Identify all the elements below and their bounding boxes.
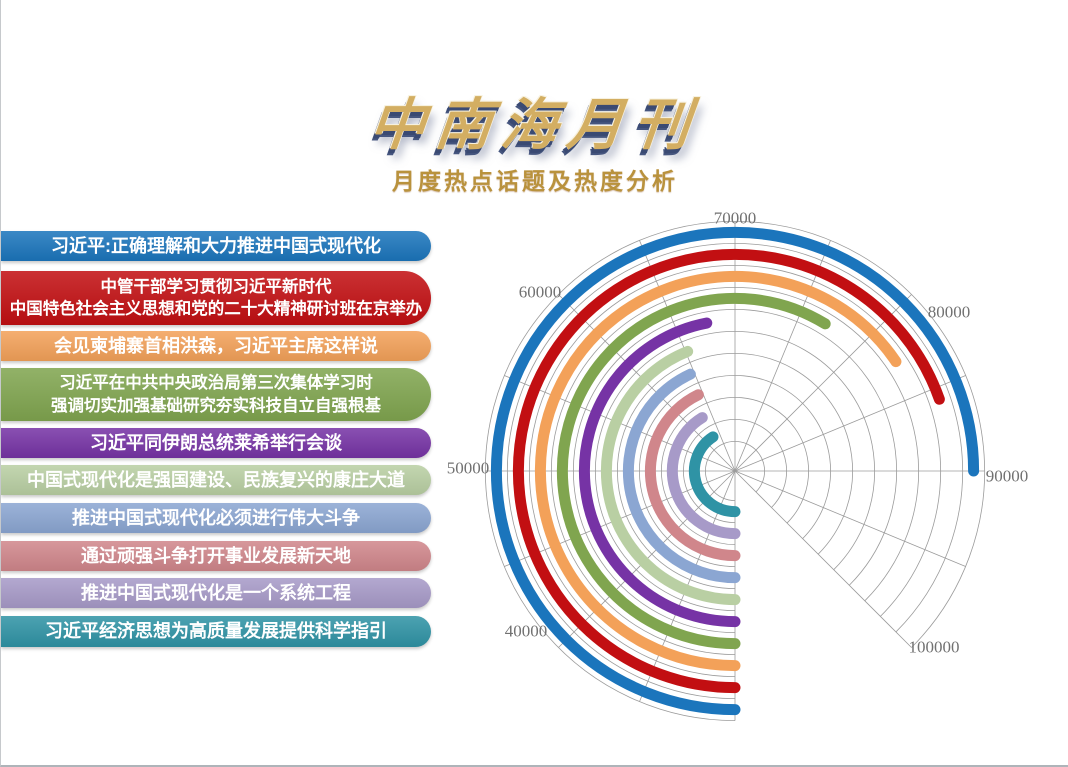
heat-arc — [490, 226, 980, 716]
topic-bar-label: 中国特色社会主义思想和党的二十大精神研讨班在京举办 — [9, 300, 423, 318]
topic-bar: 中国式现代化是强国建设、民族复兴的康庄大道 — [1, 465, 431, 495]
heat-arc — [534, 270, 902, 672]
grid-circle — [573, 309, 898, 633]
topic-bar-label: 强调切实加强基础研究夯实科技自立自强根基 — [51, 396, 381, 415]
grid-circle — [639, 375, 831, 567]
topic-bar-label: 习近平同伊朗总统莱希举行会谈 — [90, 432, 342, 453]
heat-arc — [556, 292, 831, 650]
heat-arc — [512, 248, 945, 694]
topic-bar: 推进中国式现代化是一个系统工程 — [1, 578, 431, 608]
axis-tick-labels: 40000 50000 60000 70000 80000 90000 100000 — [447, 209, 1029, 657]
axis-tick-label: 40000 — [505, 622, 548, 641]
grid-spoke — [734, 240, 831, 472]
axis-tick-label: 70000 — [714, 209, 757, 228]
topic-bar: 中管干部学习贯彻习近平新时代中国特色社会主义思想和党的二十大精神研讨班在京举办 — [1, 271, 431, 325]
grid-circle — [683, 419, 787, 523]
topic-bar-label: 中国式现代化是强国建设、民族复兴的康庄大道 — [27, 469, 405, 490]
heat-arc — [622, 368, 741, 584]
topic-bar-label: 通过顽强斗争打开事业发展新天地 — [81, 545, 351, 566]
topic-bar: 推进中国式现代化必须进行伟大斗争 — [1, 503, 431, 533]
topic-bar: 习近平同伊朗总统莱希举行会谈 — [1, 428, 431, 458]
heat-arc — [688, 431, 741, 518]
topic-bar-label: 中管干部学习贯彻习近平新时代 — [100, 277, 332, 296]
grid-circle — [507, 243, 963, 699]
grid-circle — [484, 221, 985, 721]
grid-circle — [661, 397, 809, 545]
grid-circle — [551, 287, 919, 655]
grid-spoke — [734, 294, 912, 472]
topic-bar: 习近平在中共中央政治局第三次集体学习时 强调切实加强基础研究夯实科技自立自强根基 — [1, 368, 431, 421]
axis-tick-label: 50000 — [447, 459, 490, 478]
topic-bar: 习近平经济思想为高质量发展提供科学指引 — [1, 616, 431, 647]
axis-tick-label: 80000 — [928, 303, 971, 322]
grid-circle — [595, 331, 875, 611]
grid-spoke — [734, 470, 966, 567]
heat-arc — [578, 317, 741, 628]
topic-bar: 习近平:正确理解和大力推进中国式现代化 — [1, 231, 431, 261]
page-subtitle: 月度热点话题及热度分析 — [392, 168, 678, 194]
topic-bar-label: 推进中国式现代化是一个系统工程 — [81, 582, 351, 603]
grid-spoke — [734, 375, 966, 472]
grid-spoke — [734, 470, 912, 648]
grid-circle — [705, 441, 765, 501]
topic-bar-label: 习近平在中共中央政治局第三次集体学习时 — [59, 374, 373, 393]
heat-arc — [666, 412, 741, 540]
topic-bar-label: 会见柬埔寨首相洪森，习近平主席这样说 — [54, 335, 378, 356]
axis-tick-label: 100000 — [909, 638, 960, 657]
axis-tick-label: 90000 — [986, 467, 1029, 486]
grid-circle — [617, 353, 853, 589]
heat-arc — [600, 345, 741, 606]
topic-bar-label: 习近平经济思想为高质量发展提供科学指引 — [45, 621, 387, 642]
grid-circle — [529, 265, 941, 677]
topic-bar-label: 推进中国式现代化必须进行伟大斗争 — [72, 507, 360, 528]
heat-arc — [644, 389, 741, 562]
topic-bar: 通过顽强斗争打开事业发展新天地 — [1, 541, 431, 571]
heat-arcs — [490, 226, 980, 716]
topic-bar-label: 习近平:正确理解和大力推进中国式现代化 — [51, 235, 381, 256]
axis-tick-label: 60000 — [519, 283, 562, 302]
topic-bar: 会见柬埔寨首相洪森，习近平主席这样说 — [1, 331, 431, 361]
